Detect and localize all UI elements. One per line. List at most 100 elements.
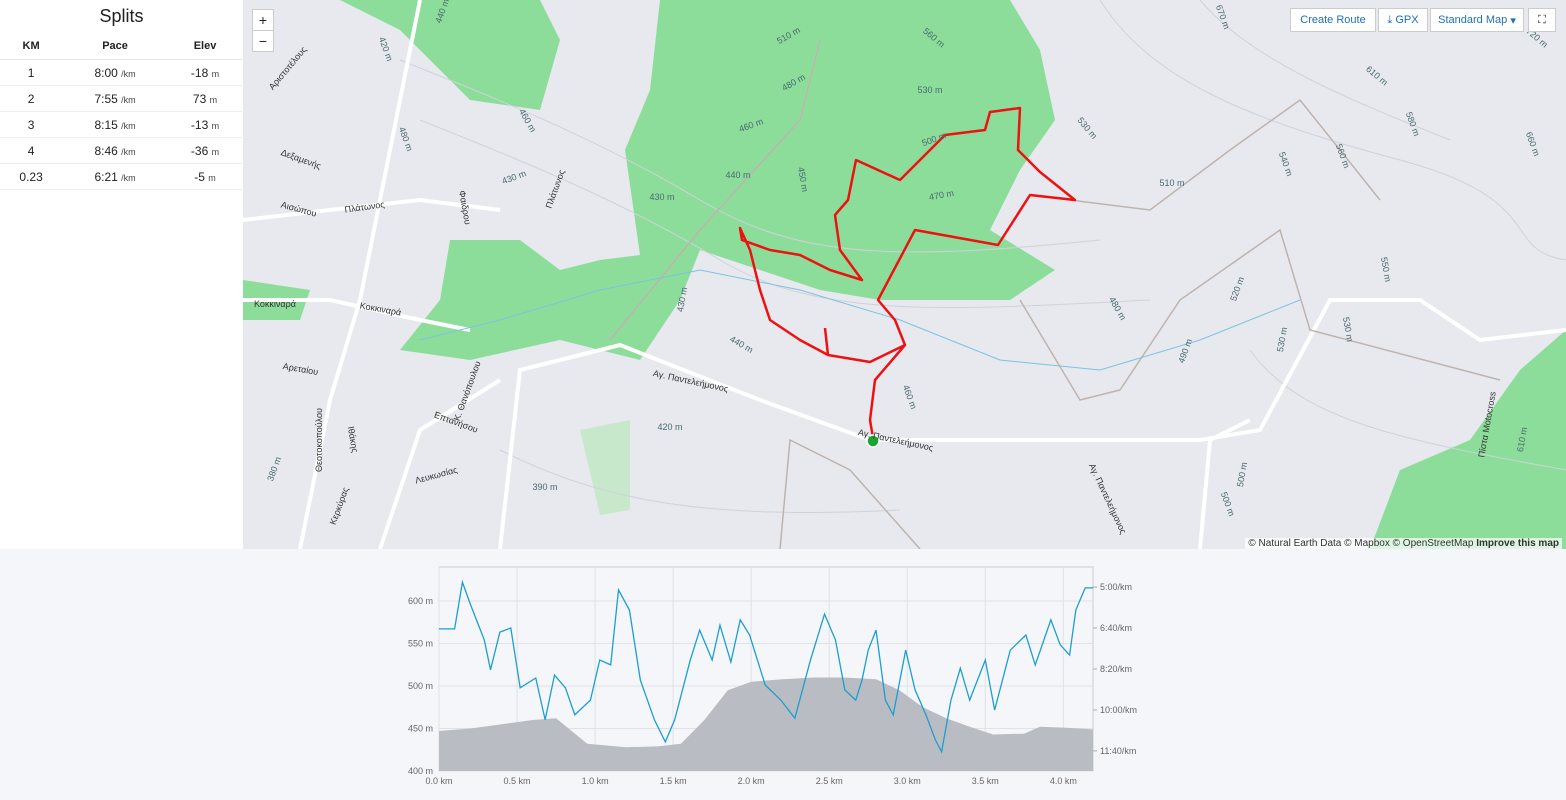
x-tick-label: 3.0 km (894, 776, 921, 786)
split-km: 0.23 (0, 163, 63, 190)
map-label: 440 m (725, 170, 750, 180)
attribution-text: © Natural Earth Data © Mapbox © OpenStre… (1248, 538, 1474, 549)
pace-value: 8:15 (94, 117, 118, 132)
y-tick-label: 600 m (408, 596, 433, 606)
split-row: 2 7:55 /km 73 m (0, 85, 242, 112)
x-tick-label: 0.5 km (504, 776, 531, 786)
map-label: 430 m (675, 286, 689, 312)
elev-unit: m (211, 120, 220, 131)
map-label: Ιθάκης (346, 426, 361, 455)
pace-unit: /km (121, 68, 136, 79)
pace-value: 6:21 (94, 169, 118, 184)
split-row: 4 8:46 /km -36 m (0, 137, 242, 164)
y2-tick-label: 6:40/km (1100, 623, 1132, 633)
splits-table: KM Pace Elev 1 8:00 /km -18 m 2 7:55 /km 73 m… (0, 33, 242, 190)
elev-value: -5 (194, 169, 205, 184)
header: Elev (168, 33, 242, 60)
zoom-out[interactable]: − (252, 30, 274, 52)
elev-unit: m (211, 68, 220, 79)
split-row: 1 8:00 /km -18 m (0, 59, 242, 86)
map-label: 470 m (928, 188, 954, 202)
map-style-button[interactable]: Standard Map ▾ (1430, 8, 1524, 32)
map-label: 390 m (532, 482, 557, 492)
x-tick-label: 0.0 km (425, 776, 452, 786)
improve-link[interactable]: Improve this map (1476, 538, 1559, 549)
x-tick-label: 1.0 km (582, 776, 609, 786)
x-tick-label: 3.5 km (972, 776, 999, 786)
split-km: 2 (0, 85, 63, 112)
map-label: 500 m (1235, 461, 1249, 487)
split-pace: 6:21 /km (62, 163, 169, 190)
x-tick-label: 2.5 km (816, 776, 843, 786)
y-tick-label: 550 m (408, 639, 433, 649)
elev-value: -36 (190, 143, 209, 158)
x-tick-label: 4.0 km (1050, 776, 1077, 786)
elev-value: -18 (190, 65, 209, 80)
split-elev: -5 m (168, 163, 242, 190)
map-label: 450 m (796, 166, 810, 192)
caret: ▾ (1507, 14, 1516, 27)
elev-value: -13 (190, 117, 209, 132)
split-row: 3 8:15 /km -13 m (0, 111, 242, 138)
create-route-button[interactable]: Create Route (1290, 8, 1376, 32)
map-label: 420 m (657, 422, 682, 432)
map-label: 610 m (1515, 426, 1529, 452)
split-elev: -36 m (168, 137, 242, 164)
attribution: © Natural Earth Data © Mapbox © OpenStre… (1245, 538, 1562, 549)
fullscreen-button[interactable]: ⛶ (1528, 8, 1556, 32)
map-label: Θεοτοκοπούλου (314, 408, 324, 472)
elev-unit: m (208, 172, 216, 183)
split-elev: -13 m (168, 111, 242, 138)
splits-panel: Splits KM Pace Elev 1 8:00 /km -18 m 2 7:55 … (0, 0, 244, 549)
y2-tick-label: 5:00/km (1100, 582, 1132, 592)
zoom-in[interactable]: + (252, 9, 274, 31)
elev-value: 73 (192, 91, 207, 106)
pace-unit: /km (121, 94, 136, 105)
map-style-text: Standard Map (1438, 14, 1508, 26)
y-tick-label: 400 m (408, 766, 433, 776)
pace-unit: /km (121, 172, 136, 183)
splits-title: Splits (99, 6, 144, 26)
y-tick-label: 500 m (408, 681, 433, 691)
elev-unit: m (211, 146, 220, 157)
map-label: 430 m (649, 192, 674, 202)
pace-value: 8:00 (94, 65, 118, 80)
gpx-button[interactable]: ⤓ GPX (1378, 8, 1428, 32)
split-pace: 8:00 /km (62, 59, 169, 86)
header: Pace (62, 33, 169, 60)
chart: 0.0 km 0.5 km 1.0 km 1.5 km 2.0 km 2.5 km 3.0 … (408, 566, 1137, 786)
x-tick-label: 2.0 km (738, 776, 765, 786)
split-km: 3 (0, 111, 63, 138)
split-pace: 8:46 /km (62, 137, 169, 164)
map-label: 530 m (917, 85, 942, 95)
pace-value: 7:55 (94, 91, 118, 106)
pace-line (439, 579, 1093, 754)
y2-tick-label: 8:20/km (1100, 664, 1132, 674)
split-row: 0.23 6:21 /km -5 m (0, 163, 242, 190)
split-km: 4 (0, 137, 63, 164)
map-label: 530 m (1341, 316, 1355, 342)
elev-unit: m (209, 94, 218, 105)
pace-unit: /km (121, 146, 136, 157)
elevation-area (439, 677, 1093, 771)
map-label: 510 m (1159, 178, 1184, 188)
gpx-text: GPX (1395, 14, 1419, 26)
split-pace: 8:15 /km (62, 111, 169, 138)
pace-value: 8:46 (94, 143, 118, 158)
split-pace: 7:55 /km (62, 85, 169, 112)
y-tick-label: 450 m (408, 724, 433, 734)
gpx-label: ⤓ (1387, 13, 1396, 26)
map-label: Κοκκιναρά (254, 299, 296, 309)
map-label: 530 m (1275, 326, 1289, 352)
x-tick-label: 1.5 km (660, 776, 687, 786)
header: KM (0, 33, 63, 60)
y2-tick-label: 11:40/km (1100, 746, 1136, 756)
map-label: 550 m (1379, 256, 1393, 282)
pace-unit: /km (121, 120, 136, 131)
split-elev: -18 m (168, 59, 242, 86)
split-km: 1 (0, 59, 63, 86)
split-elev: 73 m (168, 85, 242, 112)
y2-tick-label: 10:00/km (1100, 705, 1137, 715)
